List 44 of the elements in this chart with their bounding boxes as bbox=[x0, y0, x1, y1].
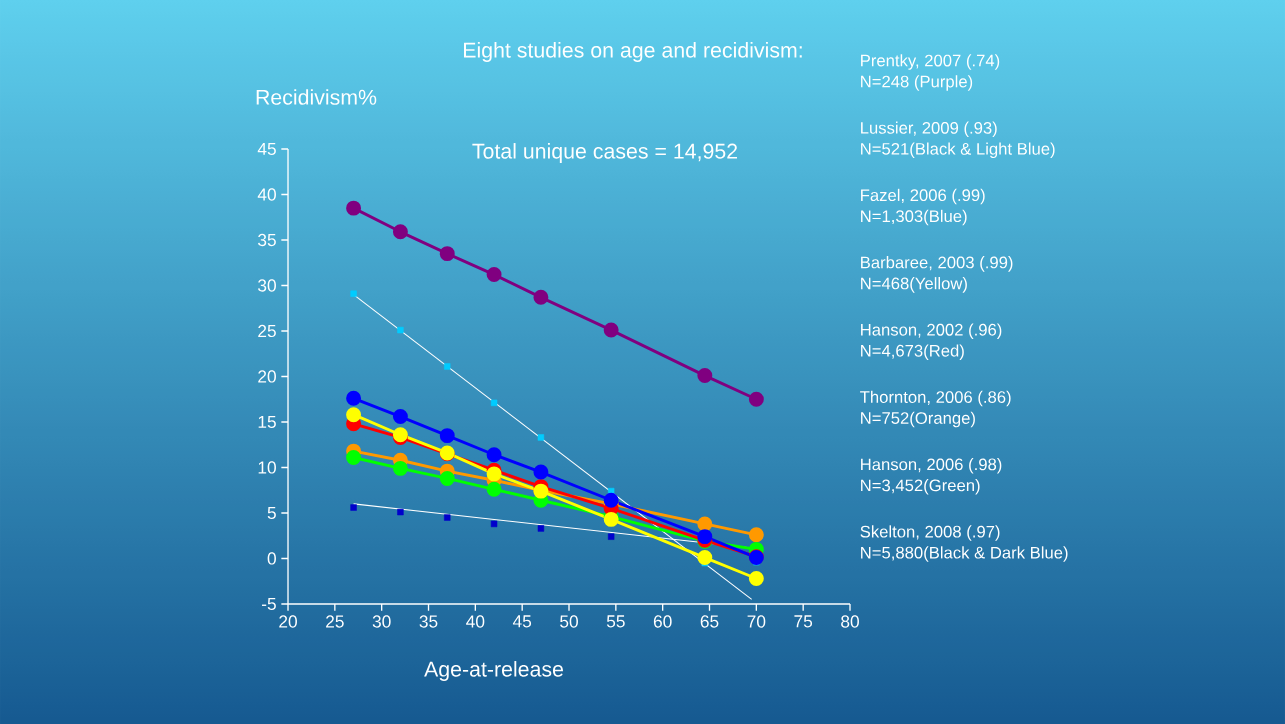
text: Lussier, 2009 (.93) bbox=[861, 121, 997, 138]
text: Thornton, 2006 (.86) bbox=[860, 390, 1011, 407]
text: Hanson, 2006 (.98) bbox=[861, 458, 1002, 474]
x-tick-label: 20 bbox=[279, 615, 297, 628]
y-tick-label: 35 bbox=[258, 233, 276, 247]
text: N=468(Yellow) bbox=[861, 277, 967, 293]
text: N=5,880(Black & Dark Blue) bbox=[861, 546, 1068, 562]
text: Prentky, 2007 (.74) bbox=[861, 54, 1000, 70]
text: Barbaree, 2003 (.99) bbox=[861, 256, 1013, 272]
text: N=248 (Purple) bbox=[861, 75, 973, 91]
text: Skelton, 2008 (.97) bbox=[860, 525, 1000, 541]
y-tick-label: 25 bbox=[258, 324, 276, 338]
x-tick-label: 60 bbox=[653, 615, 672, 628]
x-tick-label: 55 bbox=[606, 615, 625, 628]
y-tick-label: -5 bbox=[262, 597, 276, 611]
annotation: Total unique cases = 14,952 bbox=[472, 143, 738, 163]
y-tick-label: 5 bbox=[267, 506, 276, 520]
text: N=1,303(Blue) bbox=[861, 209, 967, 226]
x-axis-title: Age-at-release bbox=[424, 661, 563, 681]
y-tick-label: 15 bbox=[258, 415, 276, 429]
text: Fazel, 2006 (.99) bbox=[861, 188, 985, 205]
x-tick-label: 25 bbox=[326, 615, 344, 628]
text: N=3,452(Green) bbox=[861, 479, 980, 495]
y-tick-label: 0 bbox=[267, 552, 276, 565]
y-axis-title: Recidivism% bbox=[256, 89, 377, 105]
x-tick-label: 80 bbox=[841, 615, 859, 628]
y-tick-label: 30 bbox=[258, 279, 276, 292]
y-tick-label: 40 bbox=[257, 188, 276, 201]
y-tick-label: 45 bbox=[257, 142, 276, 156]
x-tick-label: 30 bbox=[372, 615, 391, 628]
x-tick-label: 45 bbox=[512, 615, 532, 628]
x-tick-label: 70 bbox=[747, 615, 766, 628]
x-tick-label: 40 bbox=[466, 615, 485, 628]
text: N=4,673(Red) bbox=[861, 344, 964, 360]
x-tick-label: 65 bbox=[700, 615, 719, 628]
x-tick-label: 35 bbox=[419, 615, 438, 628]
x-tick-label: 75 bbox=[794, 615, 813, 628]
text: N=521(Black & Light Blue) bbox=[861, 142, 1055, 159]
y-tick-label: 10 bbox=[258, 461, 276, 474]
text: Hanson, 2002 (.96) bbox=[861, 323, 1002, 339]
text: N=752(Orange) bbox=[861, 411, 975, 428]
y-tick-label: 20 bbox=[258, 370, 276, 383]
x-tick-label: 50 bbox=[560, 615, 578, 628]
chart-title: Eight studies on age and recidivism: bbox=[464, 42, 802, 62]
